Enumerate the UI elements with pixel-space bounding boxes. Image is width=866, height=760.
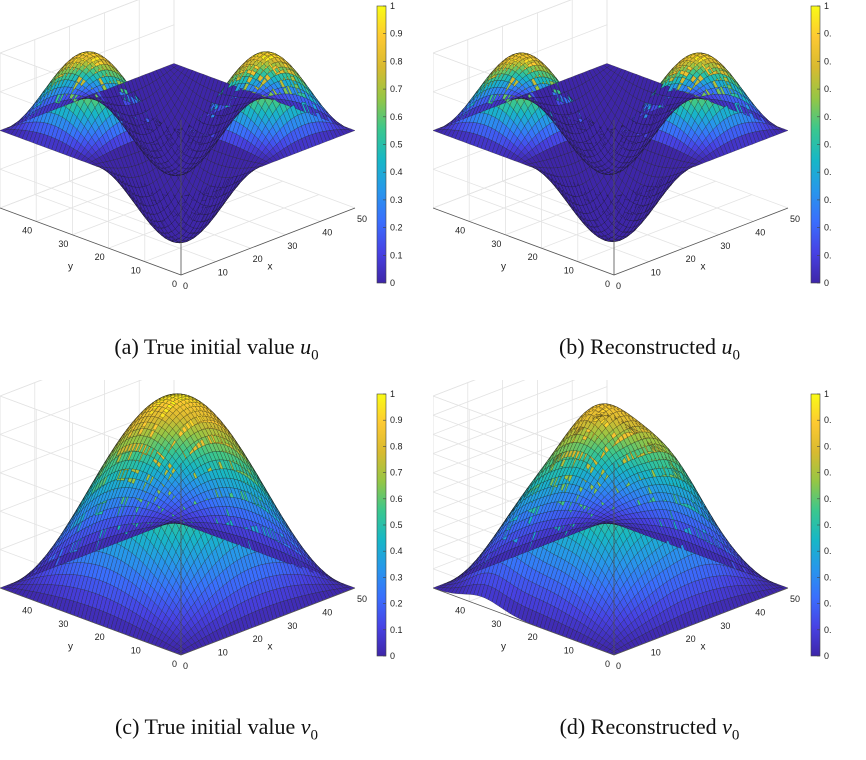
caption-a: (a) True initial value u0 <box>0 334 433 364</box>
surface <box>0 393 356 656</box>
x-tick-label: 20 <box>253 254 263 264</box>
x-tick-label: 40 <box>755 227 765 237</box>
y-tick-label: 30 <box>58 239 68 249</box>
caption-b-label: (b) <box>558 334 585 359</box>
colorbar-tick-label: 0. <box>824 223 832 233</box>
y-tick-label: 0 <box>605 279 610 289</box>
y-tick-label: 30 <box>491 239 501 249</box>
y-tick-label: 40 <box>22 225 32 235</box>
colorbar: 0 0. 0. 0. 0. 0. 0. 0. 0. 0. 1 <box>810 1 832 288</box>
colorbar-tick-label: 0.3 <box>390 195 403 205</box>
y-tick-label: 20 <box>528 252 538 262</box>
surface-patch <box>780 128 789 133</box>
colorbar-tick-label: 0 <box>390 278 395 288</box>
colorbar-tick-label: 0.7 <box>390 84 403 94</box>
y-tick-label: 20 <box>95 252 105 262</box>
colorbar-tick-label: 0. <box>824 195 832 205</box>
colorbar: 0 0.1 0.2 0.3 0.4 0.5 0.6 0.7 0.8 0.9 1 <box>376 1 403 288</box>
x-tick-label: 10 <box>651 268 661 278</box>
colorbar-tick-label: 0.2 <box>390 223 403 233</box>
x-tick-label: 0 <box>616 281 621 291</box>
chart-b: -1-0.500.510102030405001020304050xyU(x,y… <box>433 0 832 291</box>
colorbar-tick-label: 0.6 <box>390 112 403 122</box>
y-axis-label: y <box>68 262 73 273</box>
panel-b: -1-0.500.510102030405001020304050xyU(x,y… <box>433 0 866 380</box>
caption-a-label: (a) <box>114 334 139 359</box>
surface-patch <box>347 128 356 133</box>
y-tick-label: 40 <box>455 225 465 235</box>
x-tick-label: 40 <box>322 227 332 237</box>
colorbar-tick-label: 0 <box>824 278 829 288</box>
x-tick-label: 0 <box>183 281 188 291</box>
panel-c: 00.20.40.60.810102030405001020304050xyv(… <box>0 380 433 760</box>
axes <box>433 120 789 276</box>
x-axis-line <box>613 207 789 276</box>
colorbar-tick-label: 0.9 <box>390 29 403 39</box>
x-tick-label: 20 <box>686 254 696 264</box>
surface <box>0 51 356 244</box>
x-tick-label: 30 <box>287 241 297 251</box>
chart-a: -1-0.500.510102030405001020304050xyu(x,y… <box>0 0 403 291</box>
caption-a-subscript: 0 <box>311 347 319 364</box>
caption-a-text: True initial value <box>143 334 295 359</box>
colorbar-tick-label: 0.1 <box>390 250 403 260</box>
caption-b-symbol: u <box>721 334 733 359</box>
caption-b: (b) Reconstructed u0 <box>433 334 866 364</box>
y-axis-line <box>433 207 615 276</box>
x-axis-line <box>180 207 356 276</box>
x-tick-label: 50 <box>790 214 800 224</box>
y-tick-label: 10 <box>564 266 574 276</box>
chart-c: 00.20.40.60.810102030405001020304050xyv(… <box>0 380 403 671</box>
x-tick-label: 30 <box>720 241 730 251</box>
colorbar-tick-label: 1 <box>824 1 829 11</box>
y-axis-label: y <box>501 262 506 273</box>
y-tick-label: 0 <box>172 279 177 289</box>
colorbar-tick-label: 0.8 <box>390 56 403 66</box>
caption-b-subscript: 0 <box>732 347 741 364</box>
colorbar-tick-label: 0. <box>824 84 832 94</box>
x-tick-label: 50 <box>357 214 367 224</box>
y-axis-line <box>0 207 182 276</box>
surface <box>433 52 789 242</box>
x-axis-label: x <box>268 262 273 273</box>
colorbar-tick-label: 0. <box>824 56 832 66</box>
colorbar-tick-label: 0. <box>824 167 832 177</box>
colorbar-tick-label: 0. <box>824 29 832 39</box>
colorbar-tick-label: 1 <box>390 1 395 11</box>
colorbar-tick-label: 0. <box>824 250 832 260</box>
x-tick-label: 10 <box>218 268 228 278</box>
colorbar-tick-label: 0.4 <box>390 167 403 177</box>
x-axis-label: x <box>701 262 706 273</box>
panel-a: -1-0.500.510102030405001020304050xyu(x,y… <box>0 0 433 380</box>
colorbar-tick-label: 0. <box>824 112 832 122</box>
caption-a-symbol: u <box>300 334 312 359</box>
axes <box>0 120 356 276</box>
colorbar-tick-label: 0.5 <box>390 140 403 150</box>
caption-b-text: Reconstructed <box>590 334 716 359</box>
colorbar-tick-label: 0. <box>824 140 832 150</box>
y-tick-label: 10 <box>131 266 141 276</box>
